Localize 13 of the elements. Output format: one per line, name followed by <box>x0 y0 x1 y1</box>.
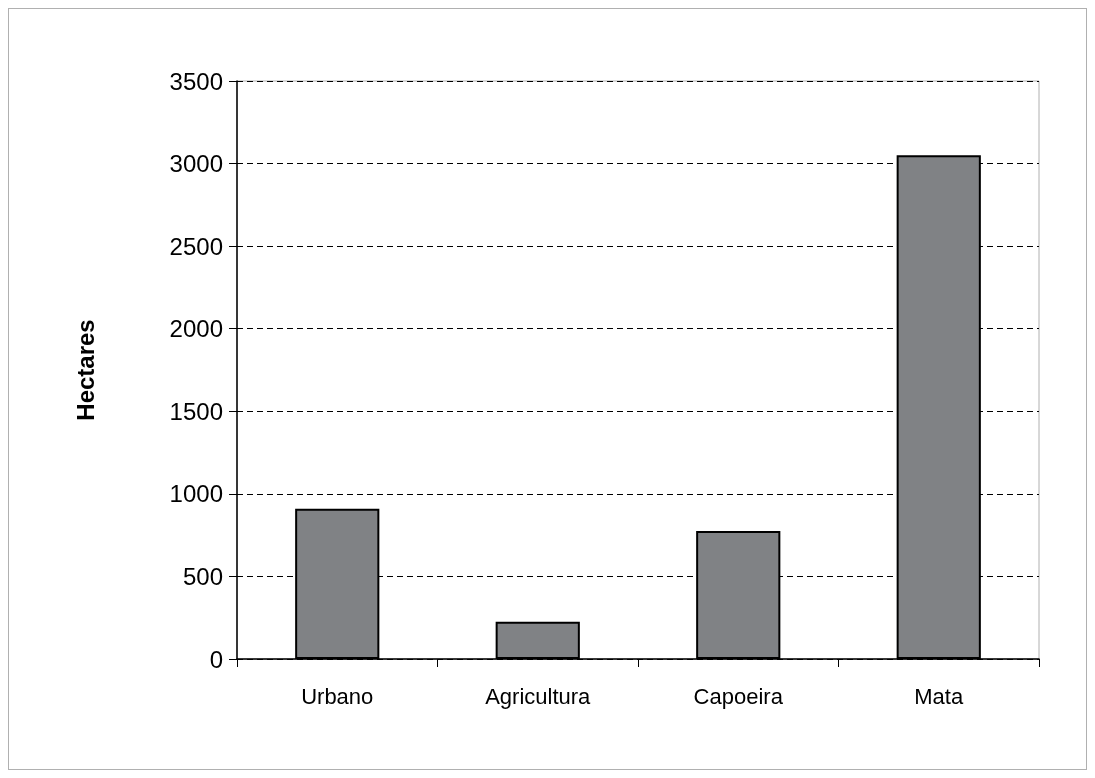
x-tick-label: Urbano <box>301 683 374 709</box>
y-tick-label: 3000 <box>169 150 223 178</box>
y-tick-label: 1500 <box>169 397 223 425</box>
y-tick-label: 2500 <box>169 232 223 260</box>
x-tick-label: Agricultura <box>485 683 592 709</box>
y-tick-label: 2000 <box>169 315 223 343</box>
y-axis-title: Hectares <box>71 319 99 421</box>
y-tick-label: 1000 <box>169 480 223 508</box>
x-tick-label: Mata <box>914 683 964 709</box>
y-tick-label: 500 <box>182 562 223 590</box>
x-tick-label: Capoeira <box>693 683 784 709</box>
y-tick-label: 3500 <box>169 67 223 95</box>
y-tick-label: 0 <box>209 645 223 673</box>
